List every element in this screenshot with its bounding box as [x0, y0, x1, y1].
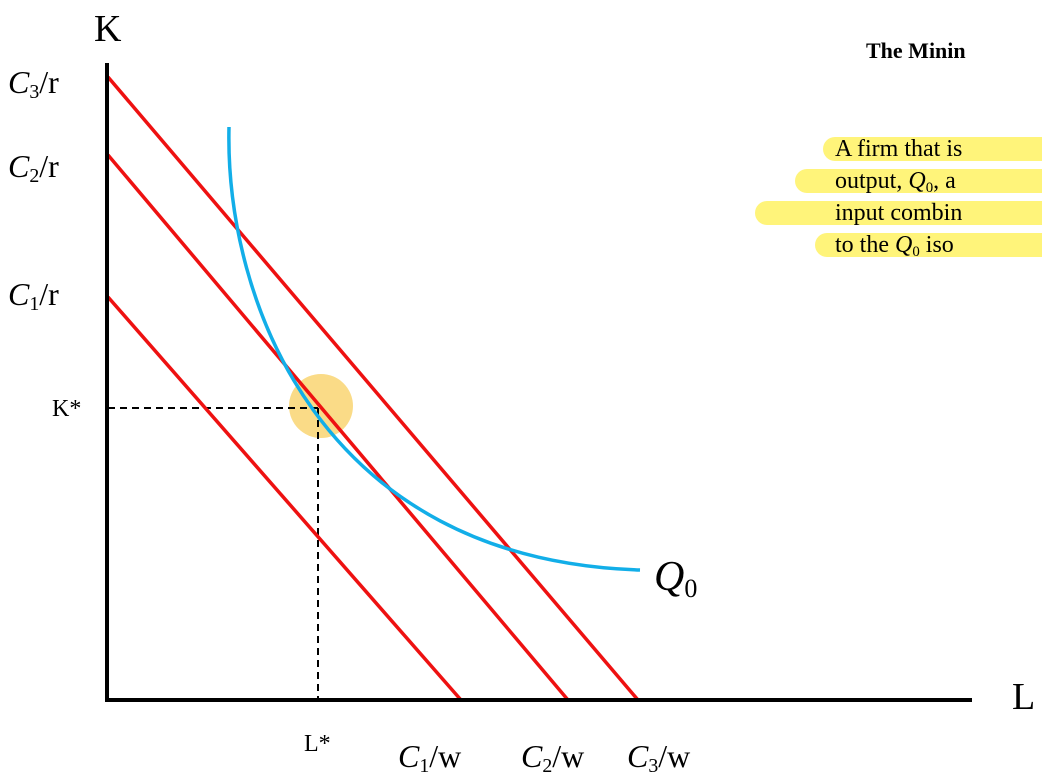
x-tick-c1-sub: 1: [419, 754, 430, 777]
isoquant-label-sub: 0: [684, 573, 698, 603]
isocost-line-c3: [106, 75, 640, 702]
isocost-line-c2: [106, 153, 570, 702]
x-tick-c1-var: C: [398, 738, 420, 774]
isoquant-label-var: Q: [654, 554, 685, 600]
y-tick-c2-suffix: /r: [39, 148, 59, 184]
y-tick-c1-var: C: [8, 276, 30, 312]
x-tick-c3-sub: 3: [648, 754, 659, 777]
y-tick-c3-over-r: C3/r: [8, 64, 59, 102]
y-axis-title: K: [94, 8, 122, 50]
y-tick-c1-sub: 1: [29, 292, 40, 315]
y-tick-c2-var: C: [8, 148, 30, 184]
x-tick-c3-suffix: /w: [658, 738, 691, 774]
y-tick-k-star: K*: [52, 396, 82, 422]
x-tick-l-star: L*: [304, 731, 331, 757]
x-tick-c1-suffix: /w: [429, 738, 462, 774]
y-tick-c1-suffix: /r: [39, 276, 59, 312]
x-axis-title: L: [1012, 676, 1036, 718]
isoquant-curve-q0: [227, 126, 641, 572]
y-tick-c1-over-r: C1/r: [8, 276, 59, 314]
x-tick-c2-var: C: [521, 738, 543, 774]
x-tick-c2-over-w: C2/w: [521, 738, 585, 776]
y-tick-c3-var: C: [8, 64, 30, 100]
y-tick-c2-sub: 2: [29, 164, 40, 187]
x-tick-c3-over-w: C3/w: [627, 738, 691, 776]
isoquant-label-q0: Q0: [654, 554, 697, 601]
isocost-line-c1: [106, 295, 463, 702]
y-tick-c2-over-r: C2/r: [8, 148, 59, 186]
y-tick-c3-suffix: /r: [39, 64, 59, 100]
x-tick-c3-var: C: [627, 738, 649, 774]
x-tick-c1-over-w: C1/w: [398, 738, 462, 776]
x-tick-c2-sub: 2: [542, 754, 553, 777]
x-tick-c2-suffix: /w: [552, 738, 585, 774]
y-tick-c3-sub: 3: [29, 80, 40, 103]
